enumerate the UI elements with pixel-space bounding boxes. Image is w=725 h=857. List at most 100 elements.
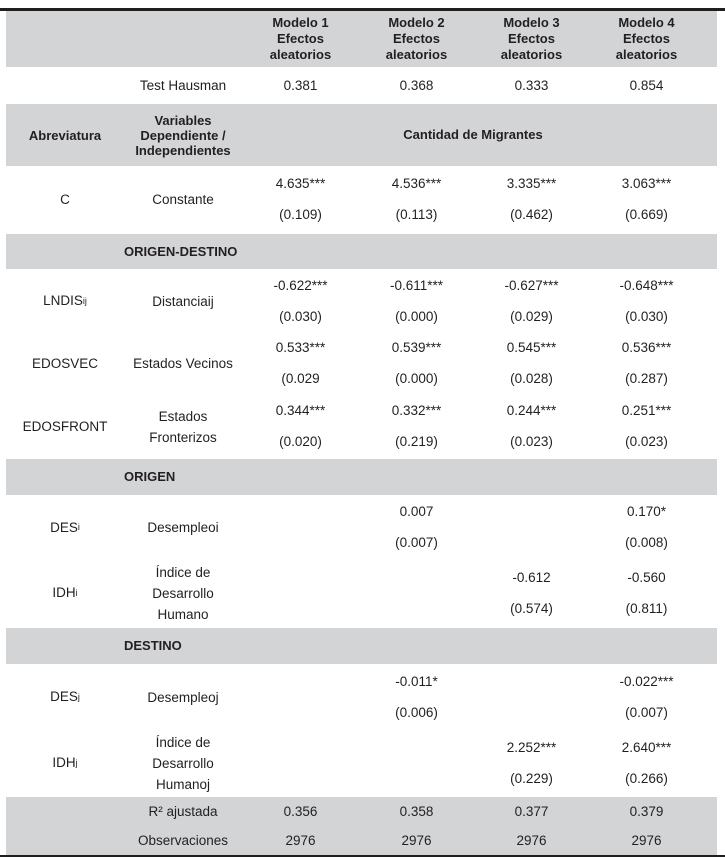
model2-cell: 0.332*** (0.219) bbox=[359, 395, 474, 458]
model2-name: Modelo 2 bbox=[388, 15, 445, 30]
model3-subtitle: Efectos aleatorios bbox=[500, 31, 563, 62]
estimate: 0.007 bbox=[399, 504, 434, 519]
abbreviation: C bbox=[60, 191, 70, 207]
estimate: -0.622*** bbox=[273, 277, 328, 293]
estimate: 0.344*** bbox=[275, 403, 326, 418]
model1-cell: 4.635*** (0.109) bbox=[242, 166, 359, 233]
std-error: (0.266) bbox=[625, 770, 668, 786]
model2-subtitle: Efectos aleatorios bbox=[385, 31, 448, 62]
model1-cell bbox=[242, 665, 359, 729]
estimate: -0.611*** bbox=[389, 277, 444, 293]
column-heads-row: Abreviatura Variables Dependiente / Inde… bbox=[0, 104, 725, 166]
hausman-model2: 0.368 bbox=[399, 77, 434, 93]
model2-cell bbox=[359, 559, 474, 627]
abbreviation-head: Abreviatura bbox=[28, 127, 102, 143]
std-error: (0.109) bbox=[279, 207, 322, 222]
section-title: ORIGEN-DESTINO bbox=[124, 243, 238, 259]
footer-band: R² ajustada 0.356 0.358 0.377 0.379 Obse… bbox=[0, 797, 725, 855]
variable-name: Desempleoi bbox=[147, 520, 219, 535]
model2-cell bbox=[359, 729, 474, 797]
std-error: (0.669) bbox=[625, 207, 668, 222]
model2-cell: 0.007 (0.007) bbox=[359, 496, 474, 559]
model4-name: Modelo 4 bbox=[618, 15, 675, 30]
model3-cell: 0.244*** (0.023) bbox=[474, 395, 589, 458]
std-error: (0.811) bbox=[625, 600, 668, 616]
estimate: 0.244*** bbox=[506, 403, 557, 418]
model3-header: Modelo 3 Efectos aleatorios bbox=[474, 11, 589, 67]
variable-name: Constante bbox=[152, 192, 214, 207]
estimate: 2.252*** bbox=[506, 739, 557, 755]
model1-cell: 0.344*** (0.020) bbox=[242, 395, 359, 458]
variable-row-edosfront: EDOSFRONT Estados Fronterizos 0.344*** (0… bbox=[0, 395, 725, 458]
variable-name: Índice de Desarrollo Humano bbox=[152, 564, 214, 622]
empty-cell bbox=[6, 459, 124, 495]
variable-row-des-j: DES j Desempleoj -0.011* (0.006) -0.022***… bbox=[0, 665, 725, 729]
empty-cell bbox=[6, 234, 124, 269]
model4-cell: 0.536*** (0.287) bbox=[589, 332, 704, 395]
estimate: -0.022*** bbox=[619, 673, 674, 689]
std-error: (0.007) bbox=[625, 704, 668, 720]
abbreviation: EDOSVEC bbox=[31, 355, 99, 371]
std-error: (0.229) bbox=[510, 770, 553, 786]
model3-cell: -0.627*** (0.029) bbox=[474, 270, 589, 332]
std-error: (0.462) bbox=[510, 207, 553, 222]
std-error: (0.287) bbox=[625, 371, 668, 386]
abbreviation: DES i bbox=[50, 519, 80, 535]
model2-cell: -0.611*** (0.000) bbox=[359, 270, 474, 332]
model1-cell: -0.622*** (0.030) bbox=[242, 270, 359, 332]
model2-cell: 0.539*** (0.000) bbox=[359, 332, 474, 395]
obs-model4: 2976 bbox=[631, 832, 662, 848]
estimate: -0.627*** bbox=[504, 277, 559, 293]
section-band-origen-destino: ORIGEN-DESTINO bbox=[0, 234, 725, 269]
variable-name: Índice de Desarrollo Humanoj bbox=[152, 734, 214, 792]
std-error: (0.029 bbox=[281, 371, 320, 386]
model2-cell: -0.011* (0.006) bbox=[359, 665, 474, 729]
model4-cell: -0.022*** (0.007) bbox=[589, 665, 704, 729]
std-error: (0.008) bbox=[625, 535, 668, 550]
std-error: (0.113) bbox=[395, 207, 438, 222]
abbreviation: IDH i bbox=[52, 585, 78, 600]
std-error: (0.030) bbox=[625, 308, 668, 324]
model1-header: Modelo 1 Efectos aleatorios bbox=[242, 11, 359, 67]
model1-cell bbox=[242, 496, 359, 559]
r2-model3: 0.377 bbox=[514, 803, 549, 819]
model3-cell bbox=[474, 496, 589, 559]
abbr-subscript: i bbox=[75, 587, 78, 598]
hausman-model4: 0.854 bbox=[629, 77, 664, 93]
abbr-subscript: ij bbox=[82, 295, 87, 306]
model3-cell: -0.612 (0.574) bbox=[474, 559, 589, 627]
std-error: (0.028) bbox=[510, 371, 553, 386]
model1-cell bbox=[242, 559, 359, 627]
model4-cell: -0.560 (0.811) bbox=[589, 559, 704, 627]
model3-cell: 2.252*** (0.229) bbox=[474, 729, 589, 797]
model1-name: Modelo 1 bbox=[272, 15, 329, 30]
std-error: (0.023) bbox=[510, 434, 553, 449]
model4-cell: 0.251*** (0.023) bbox=[589, 395, 704, 458]
model3-cell bbox=[474, 665, 589, 729]
r2-label: R² ajustada bbox=[148, 803, 218, 819]
dependent-variable-head: Cantidad de Migrantes bbox=[403, 127, 543, 142]
variable-name: Distanciaij bbox=[152, 293, 214, 309]
variable-name: Estados Fronterizos bbox=[149, 408, 217, 445]
variable-row-constante: C Constante 4.635*** (0.109) 4.536*** (0.1… bbox=[0, 166, 725, 233]
abbreviation: DES j bbox=[50, 689, 80, 704]
model4-cell: 3.063*** (0.669) bbox=[589, 166, 704, 233]
model-header-row: Modelo 1 Efectos aleatorios Modelo 2 Efe… bbox=[0, 11, 725, 67]
model1-cell bbox=[242, 729, 359, 797]
section-band-destino: DESTINO bbox=[0, 628, 725, 664]
r2-model4: 0.379 bbox=[629, 803, 664, 819]
estimate: 0.536*** bbox=[621, 340, 672, 355]
std-error: (0.574) bbox=[510, 600, 553, 616]
empty-cell bbox=[6, 826, 124, 855]
model1-cell: 0.533*** (0.029 bbox=[242, 332, 359, 395]
estimate: 3.063*** bbox=[621, 176, 672, 191]
empty-cell bbox=[6, 797, 124, 826]
observations-label: Observaciones bbox=[137, 832, 229, 848]
variable-row-des-i: DES i Desempleoi 0.007 (0.007) 0.170* (0.00… bbox=[0, 496, 725, 559]
obs-model1: 2976 bbox=[285, 832, 316, 848]
r2-model2: 0.358 bbox=[399, 803, 434, 819]
variable-name: Desempleoj bbox=[147, 689, 219, 705]
abbreviation: EDOSFRONT bbox=[22, 418, 108, 434]
std-error: (0.023) bbox=[625, 434, 668, 449]
